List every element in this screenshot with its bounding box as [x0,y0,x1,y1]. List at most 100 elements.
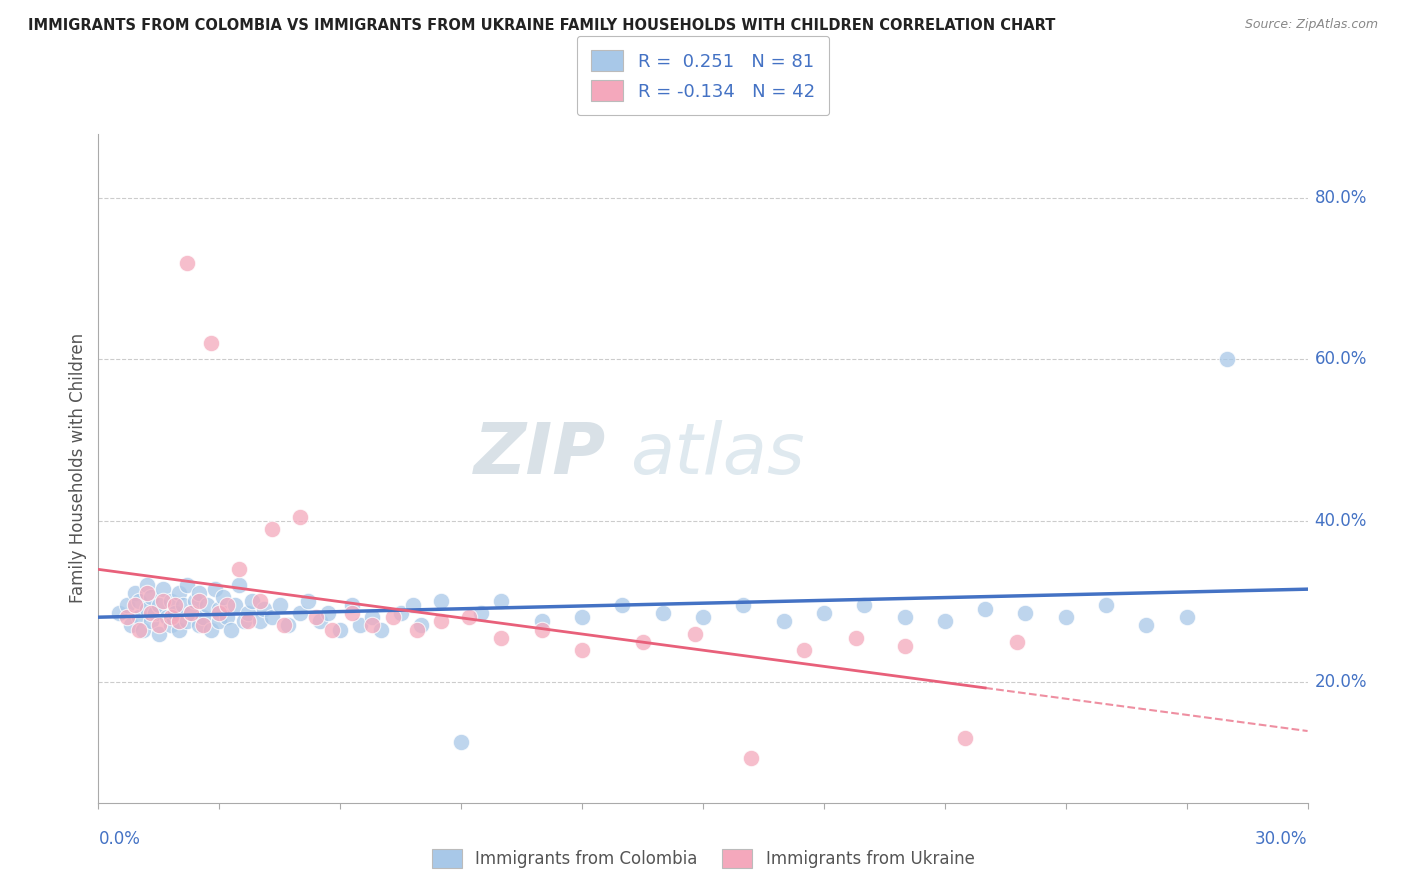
Y-axis label: Family Households with Children: Family Households with Children [69,334,87,603]
Point [139,591,162,605]
Point [288,607,311,621]
Point [269,599,291,613]
Point [152,582,174,597]
Point [277,618,299,632]
Point [253,602,276,616]
Point [491,631,513,645]
Text: atlas: atlas [630,420,806,490]
Point [342,607,364,621]
Point [228,578,250,592]
Point [135,602,157,616]
Point [176,256,198,270]
Point [139,607,162,621]
Point [208,615,231,629]
Point [612,599,634,613]
Point [893,610,915,624]
Text: 20.0%: 20.0% [1315,673,1367,691]
Point [370,623,392,637]
Point [188,618,211,632]
Point [309,615,332,629]
Point [571,642,593,657]
Point [974,602,997,616]
Point [430,594,453,608]
Point [349,618,371,632]
Point [329,623,352,637]
Point [184,594,207,608]
Text: IMMIGRANTS FROM COLOMBIA VS IMMIGRANTS FROM UKRAINE FAMILY HOUSEHOLDS WITH CHILD: IMMIGRANTS FROM COLOMBIA VS IMMIGRANTS F… [28,18,1056,33]
Point [458,610,481,624]
Point [530,623,553,637]
Point [208,607,231,621]
Text: 60.0%: 60.0% [1315,351,1367,368]
Text: 0.0%: 0.0% [98,830,141,847]
Point [1007,634,1029,648]
Point [1135,618,1157,632]
Point [845,631,868,645]
Point [148,618,170,632]
Point [152,594,174,608]
Point [273,618,295,632]
Point [107,607,129,621]
Point [409,618,432,632]
Point [1054,610,1077,624]
Point [188,594,211,608]
Point [236,607,259,621]
Point [381,610,404,624]
Point [195,599,218,613]
Point [156,610,179,624]
Point [228,562,250,576]
Point [260,522,283,536]
Point [128,594,150,608]
Point [1175,610,1198,624]
Text: ZIP: ZIP [474,420,606,490]
Point [740,751,762,765]
Point [361,610,384,624]
Point [450,735,472,749]
Point [953,731,976,746]
Point [321,623,343,637]
Point [167,586,190,600]
Point [772,615,794,629]
Point [176,578,198,592]
Point [135,578,157,592]
Point [188,586,211,600]
Point [651,607,673,621]
Point [491,594,513,608]
Point [135,586,157,600]
Point [470,607,492,621]
Point [297,594,319,608]
Point [180,607,202,621]
Point [631,634,654,648]
Point [813,607,835,621]
Point [212,591,235,605]
Point [200,623,222,637]
Point [316,607,339,621]
Point [124,586,146,600]
Point [733,599,755,613]
Point [115,610,138,624]
Point [148,626,170,640]
Point [217,599,239,613]
Point [683,626,706,640]
Point [132,623,155,637]
Point [160,618,183,632]
Point [1095,599,1118,613]
Point [139,615,162,629]
Point [163,599,186,613]
Point [530,615,553,629]
Point [224,599,246,613]
Point [692,610,714,624]
Point [200,336,222,351]
Point [160,594,183,608]
Point [180,607,202,621]
Point [571,610,593,624]
Point [342,599,364,613]
Point [793,642,815,657]
Point [160,610,183,624]
Point [128,623,150,637]
Point [1014,607,1036,621]
Point [236,615,259,629]
Point [167,623,190,637]
Text: 40.0%: 40.0% [1315,512,1367,530]
Point [193,618,215,632]
